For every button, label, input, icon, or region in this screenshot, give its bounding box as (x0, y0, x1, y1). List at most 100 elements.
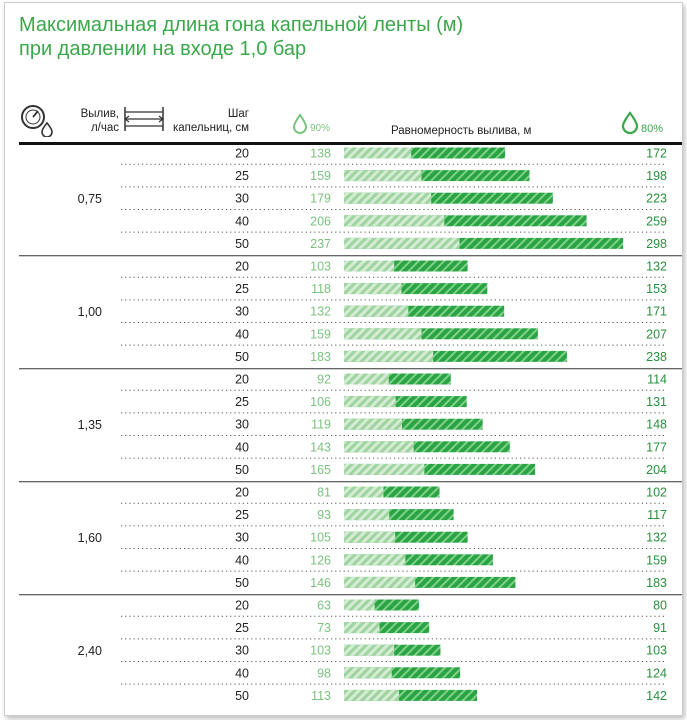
step-value: 25 (235, 395, 249, 409)
step-value: 30 (235, 418, 249, 432)
bar-p90 (344, 463, 425, 475)
p90-value: 119 (311, 418, 331, 432)
p90-value: 179 (310, 192, 331, 206)
step-value: 50 (235, 237, 249, 251)
header-divider (19, 142, 682, 145)
step-value: 30 (235, 531, 249, 545)
bar-p90 (344, 305, 409, 317)
bar-p90 (344, 396, 396, 408)
bar-p80 (344, 418, 483, 430)
flow-value: 2,40 (78, 644, 102, 658)
step-value: 20 (235, 260, 249, 274)
bar-p80 (344, 147, 506, 159)
p90-value: 126 (310, 553, 331, 567)
p90-value: 146 (310, 576, 331, 590)
p90-value: 118 (311, 282, 331, 296)
p80-value: 80 (653, 599, 667, 613)
bar-p80 (344, 305, 505, 317)
bar-p90 (344, 260, 395, 272)
step-value: 40 (235, 553, 249, 567)
p90-value: 92 (317, 373, 331, 387)
bar-p80 (344, 554, 493, 566)
p80-value: 259 (646, 214, 667, 228)
bar-p90 (344, 373, 389, 385)
p90-value: 138 (310, 147, 331, 161)
bar-p80 (344, 237, 624, 249)
p90-value: 183 (310, 350, 331, 364)
step-value: 20 (235, 486, 249, 500)
p90-value: 103 (310, 644, 331, 658)
flow-value: 1,35 (78, 418, 102, 432)
p90-value: 106 (310, 395, 331, 409)
bar-p90 (344, 576, 416, 588)
p80-value: 132 (646, 531, 667, 545)
table-header: Вылив, л/час Шаг капельниц, см 90% Равно… (5, 99, 682, 143)
p80-value: 171 (646, 305, 667, 319)
chart-frame: Максимальная длина гона капельной ленты … (4, 2, 683, 716)
step-value: 25 (235, 508, 249, 522)
p90-value: 81 (317, 486, 331, 500)
bar-p80 (344, 509, 454, 521)
bar-p80 (344, 328, 538, 340)
bar-p90 (344, 689, 400, 701)
p80-value: 238 (646, 350, 667, 364)
step-value: 20 (235, 373, 249, 387)
uniformity-header: Равномерность вылива, м (391, 125, 532, 137)
step-column-header: Шаг капельниц, см (172, 108, 249, 134)
p90-label: 90% (310, 123, 331, 134)
step-value: 40 (235, 440, 249, 454)
p90-value: 105 (310, 531, 331, 545)
flow-column-header: Вылив, л/час (80, 108, 119, 134)
bar-p90 (344, 644, 395, 656)
bar-p80 (344, 350, 567, 362)
step-value: 25 (235, 169, 249, 183)
step-value: 30 (235, 305, 249, 319)
bar-p90 (344, 350, 434, 362)
p90-value: 113 (311, 689, 331, 703)
p80-value: 159 (646, 553, 667, 567)
p80-value: 114 (647, 373, 667, 387)
p90-value: 93 (317, 508, 331, 522)
p90-value: 206 (310, 214, 331, 228)
p90-value: 165 (310, 463, 331, 477)
p80-value: 148 (646, 418, 667, 432)
bar-p80 (344, 463, 536, 475)
bar-p80 (344, 599, 419, 611)
p80-value: 132 (646, 260, 667, 274)
bar-p80 (344, 192, 553, 204)
p80-value: 207 (646, 327, 667, 341)
bar-p90 (344, 486, 384, 498)
bar-p80 (344, 576, 516, 588)
flow-value: 1,60 (78, 531, 102, 545)
step-value: 30 (235, 644, 249, 658)
step-value: 30 (235, 192, 249, 206)
p90-value: 63 (317, 599, 331, 613)
step-value: 50 (235, 350, 249, 364)
bar-p80 (344, 215, 587, 227)
p80-value: 117 (647, 508, 667, 522)
p90-value: 237 (310, 237, 331, 251)
p80-value: 131 (646, 395, 667, 409)
drip-spacing-icon (124, 107, 164, 131)
bar-p90 (344, 215, 445, 227)
bar-p90 (344, 170, 422, 182)
bar-p90 (344, 509, 390, 521)
bar-p80 (344, 170, 530, 182)
step-value: 40 (235, 327, 249, 341)
flow-value: 1,00 (78, 305, 102, 319)
p80-value: 102 (646, 486, 667, 500)
bar-p80 (344, 622, 430, 634)
p90-value: 159 (310, 327, 331, 341)
p90-value: 159 (310, 169, 331, 183)
p90-value: 143 (310, 440, 331, 454)
p80-value: 177 (646, 440, 667, 454)
p80-value: 183 (646, 576, 667, 590)
bar-p80 (344, 441, 510, 453)
p80-value: 172 (646, 147, 667, 161)
p80-value: 124 (646, 666, 667, 680)
bar-p90 (344, 328, 422, 340)
p80-value: 298 (646, 237, 667, 251)
bar-p90 (344, 441, 414, 453)
step-value: 20 (235, 147, 249, 161)
bar-p90 (344, 531, 396, 543)
